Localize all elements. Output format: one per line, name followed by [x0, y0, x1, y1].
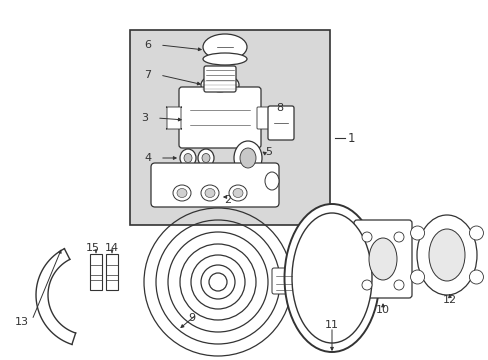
Ellipse shape	[207, 78, 231, 92]
Bar	[90, 254, 102, 290]
Ellipse shape	[240, 148, 256, 168]
Circle shape	[468, 270, 483, 284]
FancyBboxPatch shape	[203, 66, 236, 92]
Circle shape	[468, 226, 483, 240]
FancyBboxPatch shape	[151, 163, 279, 207]
FancyBboxPatch shape	[179, 87, 261, 148]
FancyBboxPatch shape	[271, 268, 295, 294]
Ellipse shape	[291, 213, 371, 343]
Text: 11: 11	[325, 320, 338, 330]
Text: 3: 3	[141, 113, 148, 123]
Ellipse shape	[201, 74, 239, 96]
Ellipse shape	[204, 189, 215, 198]
Ellipse shape	[203, 53, 246, 65]
Circle shape	[393, 232, 403, 242]
Ellipse shape	[264, 172, 279, 190]
Text: 6: 6	[144, 40, 151, 50]
FancyBboxPatch shape	[165, 107, 182, 129]
Ellipse shape	[180, 149, 196, 167]
Text: 13: 13	[15, 317, 29, 327]
Ellipse shape	[198, 149, 214, 167]
Text: 5: 5	[264, 147, 271, 157]
Ellipse shape	[202, 153, 209, 162]
Ellipse shape	[368, 238, 396, 280]
Circle shape	[410, 226, 424, 240]
Ellipse shape	[183, 153, 192, 162]
Text: 15: 15	[86, 243, 100, 253]
Ellipse shape	[228, 185, 246, 201]
Ellipse shape	[201, 185, 219, 201]
Text: 8: 8	[275, 103, 283, 113]
Text: 2: 2	[224, 195, 231, 205]
Ellipse shape	[428, 229, 464, 281]
Circle shape	[393, 280, 403, 290]
Text: 14: 14	[105, 243, 119, 253]
Ellipse shape	[232, 189, 243, 198]
FancyBboxPatch shape	[267, 106, 293, 140]
Ellipse shape	[173, 185, 191, 201]
Text: 9: 9	[188, 313, 195, 323]
Ellipse shape	[416, 215, 476, 295]
Ellipse shape	[177, 189, 186, 198]
Ellipse shape	[203, 34, 246, 60]
Circle shape	[361, 280, 371, 290]
FancyBboxPatch shape	[353, 220, 411, 298]
Text: 12: 12	[442, 295, 456, 305]
Text: 1: 1	[347, 131, 355, 144]
Text: 7: 7	[144, 70, 151, 80]
Bar	[106, 254, 118, 290]
Bar	[130, 30, 329, 225]
Circle shape	[361, 232, 371, 242]
Circle shape	[410, 270, 424, 284]
Ellipse shape	[284, 204, 379, 352]
Text: 4: 4	[144, 153, 151, 163]
FancyBboxPatch shape	[257, 107, 274, 129]
Ellipse shape	[234, 141, 262, 175]
Text: 10: 10	[375, 305, 389, 315]
